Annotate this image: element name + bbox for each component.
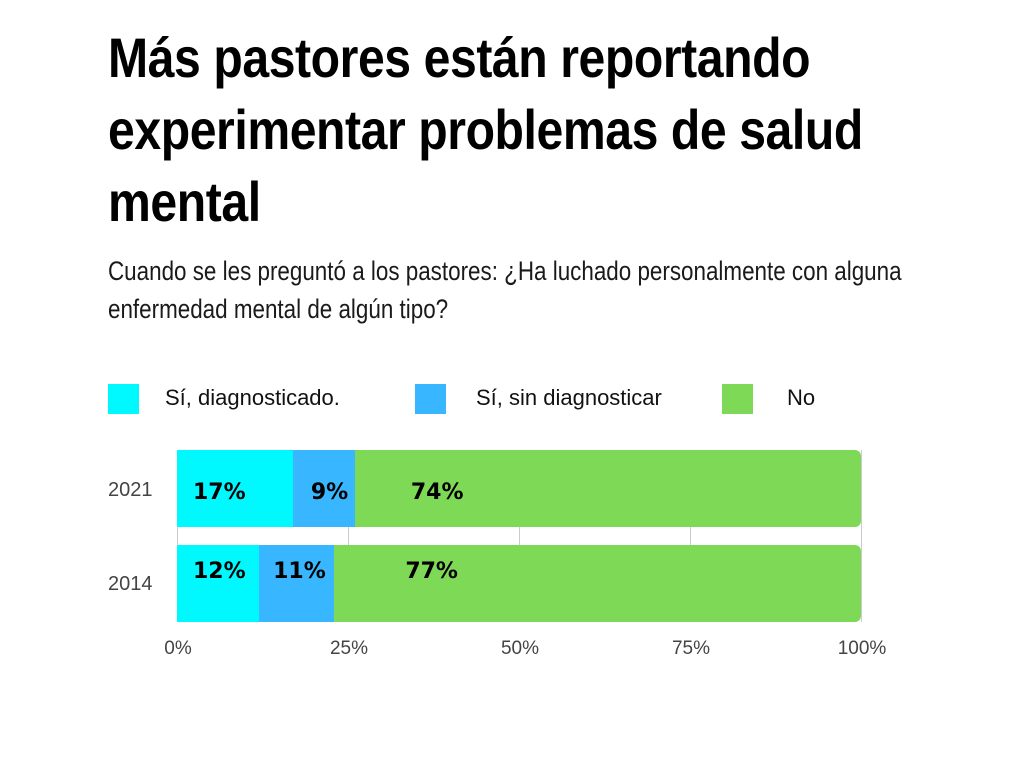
x-tick-label: 75% <box>671 638 711 659</box>
gridline <box>348 450 349 622</box>
data-label: 9% <box>310 480 349 505</box>
x-tick-label: 25% <box>329 638 369 659</box>
bar-segment <box>259 545 335 622</box>
data-label: 11% <box>273 559 326 584</box>
x-tick-label: 0% <box>164 638 192 659</box>
data-label: 74% <box>410 480 464 505</box>
legend-label: Sí, sin diagnosticar <box>476 385 662 410</box>
bar-segment <box>334 545 861 622</box>
x-tick-label: 50% <box>500 638 540 659</box>
legend-swatch <box>108 384 139 414</box>
chart-title: Más pastores están reportando experiment… <box>108 26 863 233</box>
x-tick-label: 100% <box>837 638 887 659</box>
bar-segment <box>354 450 861 527</box>
legend-label: No <box>787 385 816 410</box>
gridline <box>861 450 862 622</box>
bar-segment <box>293 450 355 527</box>
bar-segment <box>177 545 260 622</box>
gridline <box>177 450 178 622</box>
y-tick-label: 2014 <box>108 573 153 595</box>
legend-label: Sí, diagnosticado. <box>165 385 340 410</box>
data-label: 12% <box>193 559 246 584</box>
bar-segment <box>177 450 294 527</box>
data-label: 77% <box>405 559 458 584</box>
gridline <box>519 450 520 622</box>
legend-swatch <box>415 384 446 414</box>
y-tick-label: 2021 <box>108 479 153 501</box>
gridline <box>690 450 691 622</box>
chart-subtitle: Cuando se les preguntó a los pastores: ¿… <box>108 256 902 324</box>
data-label: 17% <box>193 480 246 505</box>
legend-swatch <box>722 384 753 414</box>
